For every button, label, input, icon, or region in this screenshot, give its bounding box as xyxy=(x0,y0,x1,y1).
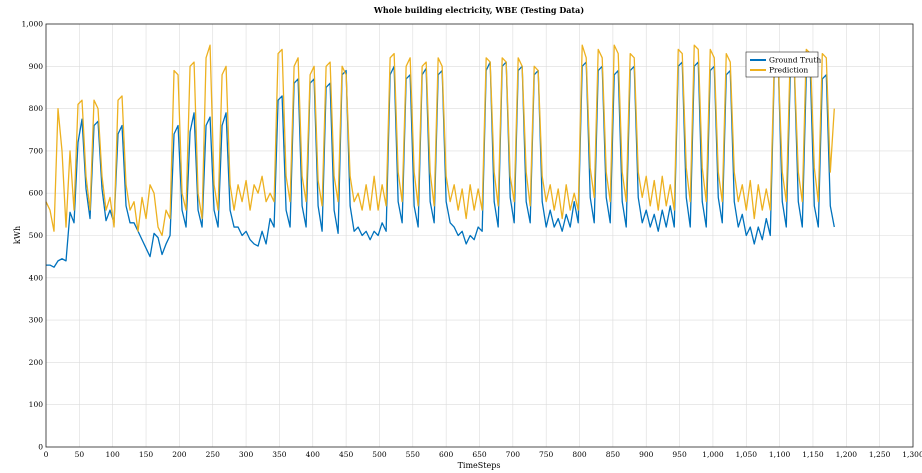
x-tick-label: 750 xyxy=(539,450,554,459)
x-tick-label: 800 xyxy=(572,450,587,459)
x-tick-label: 1,200 xyxy=(836,450,858,459)
x-tick-label: 850 xyxy=(606,450,621,459)
legend: Ground Truth Prediction xyxy=(745,51,821,78)
legend-label-prediction: Prediction xyxy=(769,66,808,75)
x-tick-label: 400 xyxy=(306,450,321,459)
x-tick-label: 450 xyxy=(339,450,354,459)
y-tick-label: 800 xyxy=(29,104,44,113)
y-tick-label: 700 xyxy=(29,146,44,155)
x-tick-label: 150 xyxy=(139,450,154,459)
x-tick-label: 550 xyxy=(406,450,421,459)
y-tick-label: 300 xyxy=(29,316,44,325)
series-line-prediction xyxy=(45,44,835,237)
x-tick-label: 50 xyxy=(75,450,85,459)
x-tick-label: 600 xyxy=(439,450,454,459)
x-tick-label: 650 xyxy=(472,450,487,459)
x-tick-label: 1,100 xyxy=(769,450,791,459)
x-tick-label: 950 xyxy=(672,450,687,459)
y-tick-label: 400 xyxy=(29,273,44,282)
x-tick-label: 1,050 xyxy=(736,450,758,459)
plot-frame xyxy=(45,23,914,448)
x-tick-label: 0 xyxy=(44,450,49,459)
x-tick-label: 100 xyxy=(106,450,121,459)
y-tick-label: 600 xyxy=(29,189,44,198)
x-tick-label: 700 xyxy=(506,450,521,459)
x-tick-label: 300 xyxy=(239,450,254,459)
legend-box xyxy=(745,51,819,78)
x-axis-label: TimeSteps xyxy=(458,461,501,470)
y-tick-label: 900 xyxy=(29,62,44,71)
x-tick-label: 250 xyxy=(206,450,221,459)
x-tick-labels: 0 50 100 150 200 250 300 350 400 450 500 550 600 650 7… xyxy=(44,450,922,459)
y-tick-label: 1,000 xyxy=(22,20,44,29)
x-tick-label: 500 xyxy=(372,450,387,459)
series-line-ground-truth xyxy=(46,61,835,268)
y-tick-label: 500 xyxy=(29,231,44,240)
y-tick-labels: 0 100 200 300 400 500 600 700 800 900 1,000 xyxy=(22,20,44,452)
x-tick-label: 350 xyxy=(272,450,287,459)
x-tick-label: 1,300 xyxy=(902,450,922,459)
grid xyxy=(45,23,914,448)
y-tick-label: 200 xyxy=(29,358,44,367)
x-tick-label: 1,000 xyxy=(702,450,724,459)
x-tick-label: 900 xyxy=(639,450,654,459)
legend-label-ground-truth: Ground Truth xyxy=(769,56,821,65)
y-tick-label: 0 xyxy=(38,443,43,452)
x-tick-label: 1,150 xyxy=(802,450,824,459)
x-tick-label: 1,250 xyxy=(869,450,891,459)
y-tick-label: 100 xyxy=(29,400,44,409)
x-tick-label: 200 xyxy=(172,450,187,459)
series-layer xyxy=(45,44,835,268)
y-axis-label: kWh xyxy=(13,226,22,244)
chart-title: Whole building electricity, WBE (Testing… xyxy=(373,5,584,15)
